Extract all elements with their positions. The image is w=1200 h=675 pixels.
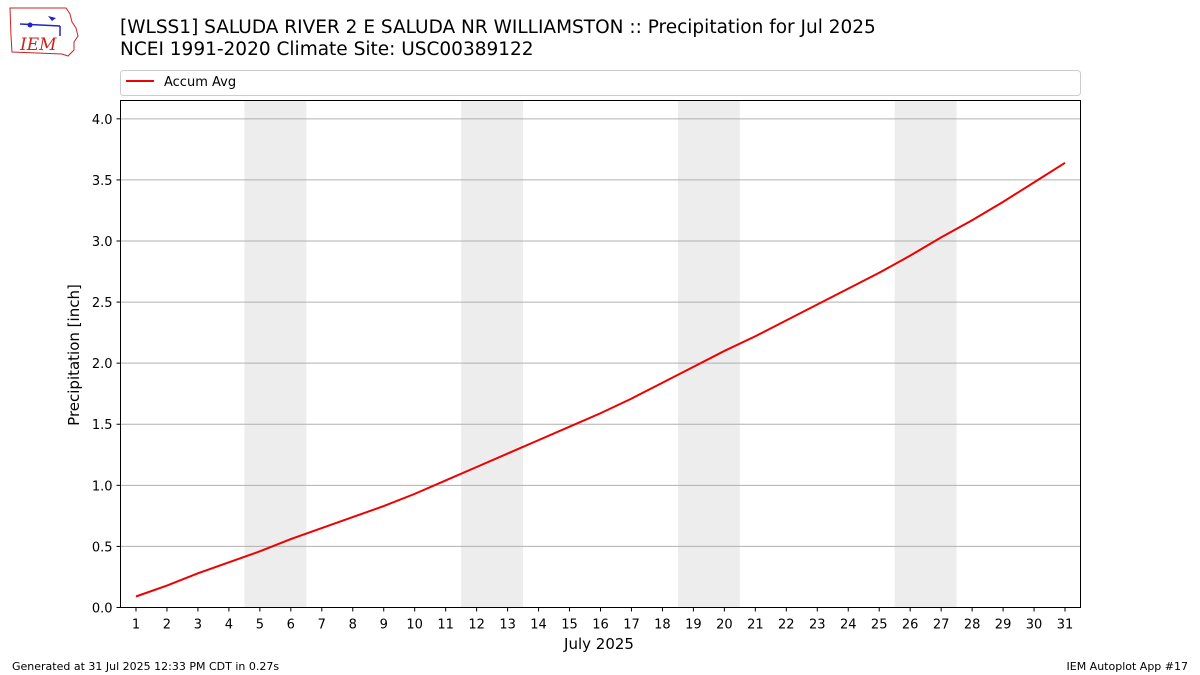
- weekend-band-2: [461, 100, 524, 608]
- x-tick-label-25: 25: [871, 618, 888, 633]
- x-tick-label-3: 3: [194, 618, 202, 633]
- weekend-shading: [244, 100, 957, 608]
- x-tick-label-17: 17: [623, 618, 640, 633]
- x-tick-label-12: 12: [468, 618, 485, 633]
- x-tick-label-6: 6: [287, 618, 295, 633]
- y-tick-label-3.0: 3.0: [92, 235, 113, 250]
- x-tick-label-9: 9: [380, 618, 388, 633]
- logo-text: IEM: [19, 35, 57, 55]
- series-lines: [135, 161, 1066, 598]
- weekend-band-1: [244, 100, 307, 608]
- y-tick-label-2.5: 2.5: [92, 296, 113, 311]
- x-tick-label-16: 16: [592, 618, 609, 633]
- legend-label: Accum Avg: [164, 75, 236, 90]
- legend: Accum Avg: [120, 70, 1081, 96]
- x-tick-label-20: 20: [716, 618, 733, 633]
- x-tick-label-5: 5: [256, 618, 264, 633]
- x-tick-label-21: 21: [747, 618, 764, 633]
- x-axis: 1 2 3 4 5 6 7 8 9 10 11 12 13 14 15 16 17 18 19 20 21 22 23 24 2…: [132, 607, 1074, 633]
- legend-box: [120, 70, 1081, 96]
- x-tick-label-7: 7: [318, 618, 326, 633]
- x-axis-label: July 2025: [563, 635, 634, 653]
- y-tick-label-1.0: 1.0: [92, 479, 113, 494]
- x-tick-label-24: 24: [840, 618, 857, 633]
- iem-logo: IEM: [8, 6, 80, 58]
- y-tick-label-3.5: 3.5: [92, 174, 113, 189]
- y-tick-label-4.0: 4.0: [92, 113, 113, 128]
- x-tick-label-1: 1: [132, 618, 140, 633]
- series-line-1: [135, 161, 1066, 598]
- chart-subtitle: NCEI 1991-2020 Climate Site: USC00389122: [120, 39, 534, 60]
- generated-timestamp: Generated at 31 Jul 2025 12:33 PM CDT in…: [12, 660, 280, 673]
- y-tick-label-2.0: 2.0: [92, 357, 113, 372]
- x-tick-label-31: 31: [1057, 618, 1074, 633]
- y-tick-label-1.5: 1.5: [92, 418, 113, 433]
- x-tick-label-15: 15: [561, 618, 578, 633]
- x-tick-label-2: 2: [163, 618, 171, 633]
- x-tick-label-29: 29: [995, 618, 1012, 633]
- app-label: IEM Autoplot App #17: [1066, 660, 1189, 673]
- y-axis-label: Precipitation [inch]: [65, 284, 83, 426]
- x-tick-label-28: 28: [964, 618, 981, 633]
- iem-logo-icon: IEM: [9, 7, 79, 57]
- y-axis: 0.0 0.5 1.0 1.5 2.0 2.5 3.0 3.5 4.0: [92, 113, 121, 617]
- x-tick-label-11: 11: [437, 618, 454, 633]
- x-tick-label-4: 4: [225, 618, 233, 633]
- x-tick-label-10: 10: [406, 618, 423, 633]
- x-tick-label-13: 13: [499, 618, 516, 633]
- x-tick-label-22: 22: [778, 618, 795, 633]
- x-tick-label-27: 27: [933, 618, 950, 633]
- weekend-band-3: [677, 100, 740, 608]
- x-tick-label-23: 23: [809, 618, 826, 633]
- x-tick-label-18: 18: [654, 618, 671, 633]
- x-tick-label-19: 19: [685, 618, 702, 633]
- x-tick-label-26: 26: [902, 618, 919, 633]
- x-tick-label-8: 8: [349, 618, 357, 633]
- x-tick-label-30: 30: [1026, 618, 1043, 633]
- chart-title: [WLSS1] SALUDA RIVER 2 E SALUDA NR WILLI…: [120, 17, 876, 38]
- y-tick-label-0.5: 0.5: [92, 540, 113, 555]
- weekend-band-4: [894, 100, 957, 608]
- y-tick-label-0.0: 0.0: [92, 602, 113, 617]
- x-tick-label-14: 14: [530, 618, 547, 633]
